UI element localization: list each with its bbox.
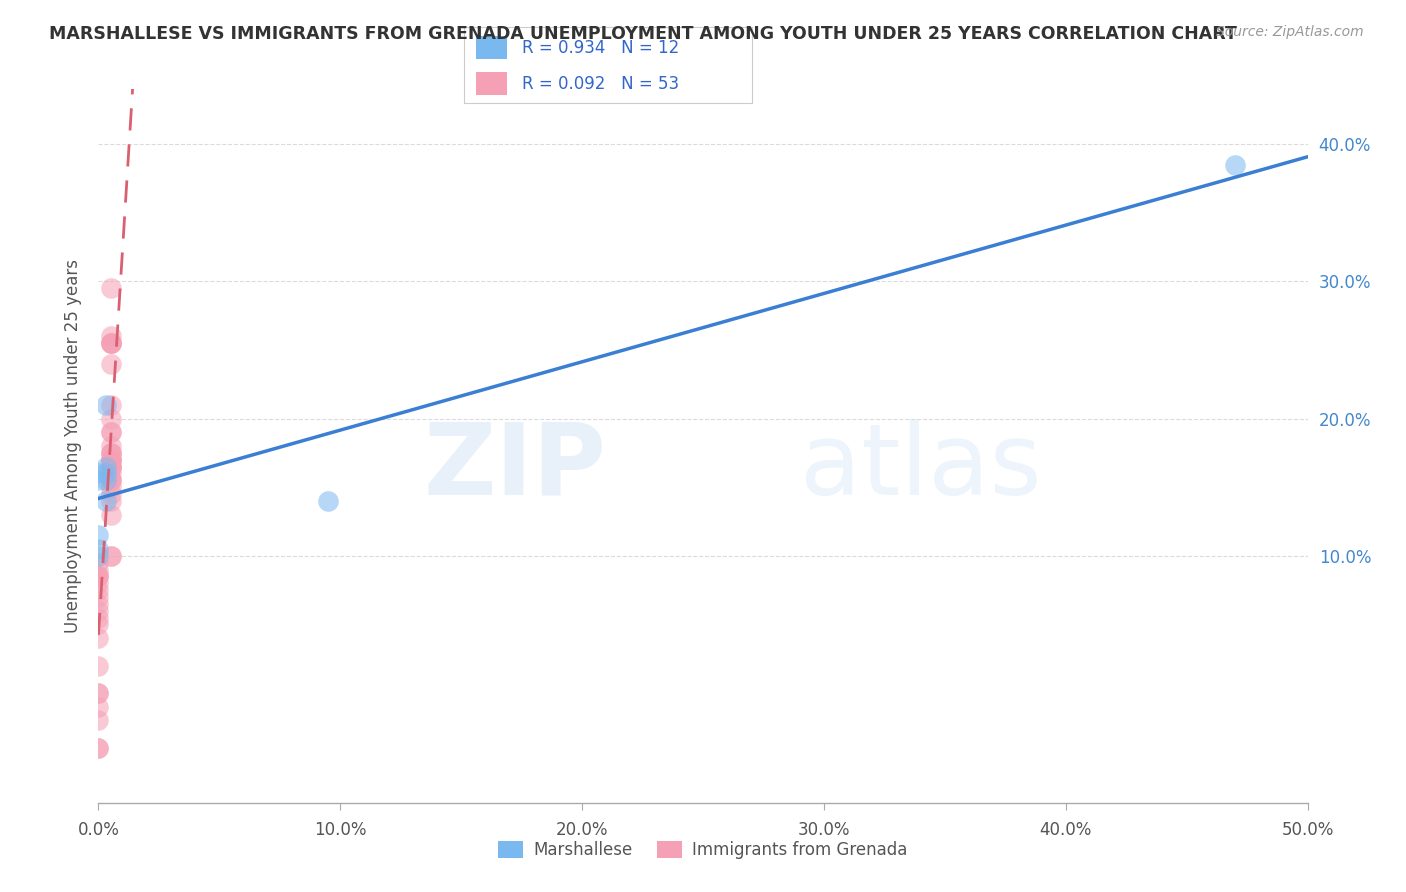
FancyBboxPatch shape [475, 36, 508, 59]
Point [100, 487, 122, 501]
Point [87, 699, 110, 714]
Point [87, 631, 110, 645]
Point [100, 549, 122, 563]
Y-axis label: Unemployment Among Youth under 25 years: Unemployment Among Youth under 25 years [65, 259, 83, 633]
Point [100, 336, 122, 351]
Point [100, 446, 122, 460]
Point [87, 569, 110, 583]
Point [100, 425, 122, 440]
Point [100, 452, 122, 467]
Text: MARSHALLESE VS IMMIGRANTS FROM GRENADA UNEMPLOYMENT AMONG YOUTH UNDER 25 YEARS C: MARSHALLESE VS IMMIGRANTS FROM GRENADA U… [49, 25, 1237, 43]
Point [94, 459, 117, 474]
Point [87, 467, 110, 481]
Point [87, 610, 110, 624]
Point [100, 452, 122, 467]
Point [87, 541, 110, 556]
Point [100, 459, 122, 474]
Point [100, 459, 122, 474]
Point [94, 473, 117, 487]
Point [100, 473, 122, 487]
Point [94, 398, 117, 412]
Point [100, 467, 122, 481]
Point [100, 336, 122, 351]
Point [87, 597, 110, 611]
Point [87, 604, 110, 618]
Point [87, 569, 110, 583]
Point [87, 617, 110, 632]
Point [100, 473, 122, 487]
Point [100, 336, 122, 351]
Text: ZIP: ZIP [423, 419, 606, 516]
Point [100, 336, 122, 351]
Point [87, 576, 110, 591]
Point [87, 590, 110, 604]
Point [100, 446, 122, 460]
Point [100, 329, 122, 343]
Point [100, 439, 122, 453]
Point [100, 411, 122, 425]
Point [87, 686, 110, 700]
Point [100, 425, 122, 440]
Point [100, 494, 122, 508]
Point [87, 562, 110, 576]
FancyBboxPatch shape [475, 72, 508, 95]
Point [94, 494, 117, 508]
Text: R = 0.934   N = 12: R = 0.934 N = 12 [522, 39, 679, 57]
Point [87, 740, 110, 755]
Point [100, 446, 122, 460]
Point [87, 473, 110, 487]
Point [100, 459, 122, 474]
Point [87, 658, 110, 673]
Point [100, 452, 122, 467]
Text: R = 0.092   N = 53: R = 0.092 N = 53 [522, 75, 679, 93]
Point [100, 508, 122, 522]
Point [100, 459, 122, 474]
Point [100, 480, 122, 494]
Point [87, 740, 110, 755]
Point [100, 398, 122, 412]
Point [100, 473, 122, 487]
Point [100, 549, 122, 563]
Point [87, 714, 110, 728]
Point [1223, 158, 1246, 172]
Point [87, 569, 110, 583]
Point [94, 467, 117, 481]
Point [87, 583, 110, 598]
Text: Source: ZipAtlas.com: Source: ZipAtlas.com [1216, 25, 1364, 39]
Point [316, 494, 339, 508]
Point [87, 528, 110, 542]
Point [87, 549, 110, 563]
Point [100, 281, 122, 295]
Point [100, 357, 122, 371]
Point [87, 556, 110, 570]
Legend: Marshallese, Immigrants from Grenada: Marshallese, Immigrants from Grenada [492, 834, 914, 866]
Point [87, 686, 110, 700]
Text: atlas: atlas [800, 419, 1042, 516]
Point [100, 452, 122, 467]
